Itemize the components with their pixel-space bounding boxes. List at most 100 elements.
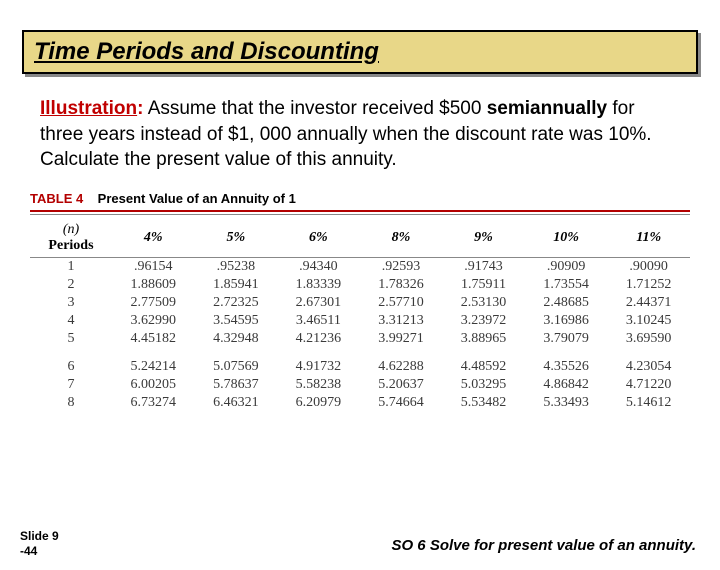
col-6pct: 6%	[277, 221, 360, 258]
table-cell: 1.85941	[195, 276, 278, 294]
table-cell: 3.88965	[442, 330, 525, 348]
col-10pct: 10%	[525, 221, 608, 258]
table-cell: 5.14612	[607, 394, 690, 412]
table-cell: 3.16986	[525, 312, 608, 330]
table-caption: TABLE 4 Present Value of an Annuity of 1	[30, 191, 690, 206]
rule-thin	[30, 214, 690, 215]
caption-title: Present Value of an Annuity of 1	[98, 191, 296, 206]
table-cell: 3.99271	[360, 330, 443, 348]
table-cell: 3.69590	[607, 330, 690, 348]
n-label: (n)	[34, 222, 108, 238]
table-cell: 5.07569	[195, 358, 278, 376]
table-cell: .92593	[360, 257, 443, 276]
table-row: 65.242145.075694.917324.622884.485924.35…	[30, 358, 690, 376]
rule-thick	[30, 210, 690, 212]
title-box: Time Periods and Discounting	[22, 30, 698, 74]
table-cell: 1	[30, 257, 112, 276]
table-cell: 2	[30, 276, 112, 294]
table-cell: 3.62990	[112, 312, 195, 330]
table-cell: 5.74664	[360, 394, 443, 412]
table-cell: .96154	[112, 257, 195, 276]
body-line1: Assume that the investor received $500	[148, 98, 482, 119]
table-cell: 3	[30, 294, 112, 312]
pv-table: (n) Periods 4% 5% 6% 8% 9% 10% 11% 1.961…	[30, 221, 690, 412]
slide-num-line1: Slide 9	[20, 529, 59, 543]
table-cell: 3.31213	[360, 312, 443, 330]
table-row: 32.775092.723252.673012.577102.531302.48…	[30, 294, 690, 312]
periods-header: (n) Periods	[30, 221, 112, 258]
table-cell: 4.23054	[607, 358, 690, 376]
table-cell: 6.00205	[112, 376, 195, 394]
table-row: 54.451824.329484.212363.992713.889653.79…	[30, 330, 690, 348]
table-cell: 4.32948	[195, 330, 278, 348]
table-cell: 3.23972	[442, 312, 525, 330]
table-cell: 4.21236	[277, 330, 360, 348]
table-row: 76.002055.786375.582385.206375.032954.86…	[30, 376, 690, 394]
table-cell: 1.78326	[360, 276, 443, 294]
table-row: 43.629903.545953.465113.312133.239723.16…	[30, 312, 690, 330]
table-cell: 4.86842	[525, 376, 608, 394]
slide-title: Time Periods and Discounting	[34, 38, 686, 66]
table-cell: 4.35526	[525, 358, 608, 376]
table-cell: 1.83339	[277, 276, 360, 294]
table-cell: 4.45182	[112, 330, 195, 348]
periods-label: Periods	[48, 238, 93, 253]
table-cell: 1.73554	[525, 276, 608, 294]
table-cell: 6.73274	[112, 394, 195, 412]
table-cell: 5.24214	[112, 358, 195, 376]
table-cell: 8	[30, 394, 112, 412]
table-cell: 1.71252	[607, 276, 690, 294]
table-cell: .90090	[607, 257, 690, 276]
table-cell: 2.57710	[360, 294, 443, 312]
table-cell: 4	[30, 312, 112, 330]
table-cell: 5.20637	[360, 376, 443, 394]
body-bold: semiannually	[487, 98, 607, 119]
body-paragraph: Illustration: Assume that the investor r…	[40, 96, 680, 173]
col-11pct: 11%	[607, 221, 690, 258]
table-row: 1.96154.95238.94340.92593.91743.90909.90…	[30, 257, 690, 276]
table-cell: 1.75911	[442, 276, 525, 294]
table-cell: 3.54595	[195, 312, 278, 330]
table-cell: 5.03295	[442, 376, 525, 394]
table-cell: 7	[30, 376, 112, 394]
table-cell: 5.53482	[442, 394, 525, 412]
table-cell: 3.46511	[277, 312, 360, 330]
table-row: 86.732746.463216.209795.746645.534825.33…	[30, 394, 690, 412]
table-gap	[30, 348, 690, 358]
col-8pct: 8%	[360, 221, 443, 258]
table-cell: .91743	[442, 257, 525, 276]
header-row: (n) Periods 4% 5% 6% 8% 9% 10% 11%	[30, 221, 690, 258]
slide-number: Slide 9 -44	[20, 529, 59, 558]
table-cell: 2.53130	[442, 294, 525, 312]
col-9pct: 9%	[442, 221, 525, 258]
table-cell: 6.20979	[277, 394, 360, 412]
illustration-colon: :	[137, 98, 143, 119]
table-cell: 4.48592	[442, 358, 525, 376]
table-cell: 2.67301	[277, 294, 360, 312]
table-cell: 2.44371	[607, 294, 690, 312]
table-cell: 5	[30, 330, 112, 348]
table-cell: 6	[30, 358, 112, 376]
pv-table-region: TABLE 4 Present Value of an Annuity of 1…	[30, 191, 690, 412]
table-cell: 6.46321	[195, 394, 278, 412]
table-cell: 4.91732	[277, 358, 360, 376]
table-cell: .90909	[525, 257, 608, 276]
table-cell: 1.88609	[112, 276, 195, 294]
table-cell: .95238	[195, 257, 278, 276]
table-cell: 3.10245	[607, 312, 690, 330]
table-cell: 3.79079	[525, 330, 608, 348]
table-row: 21.886091.859411.833391.783261.759111.73…	[30, 276, 690, 294]
table-cell: 2.72325	[195, 294, 278, 312]
table-cell: 4.71220	[607, 376, 690, 394]
table-cell: .94340	[277, 257, 360, 276]
table-cell: 5.33493	[525, 394, 608, 412]
illustration-label: Illustration	[40, 98, 137, 119]
slide-num-line2: -44	[20, 544, 59, 558]
table-cell: 4.62288	[360, 358, 443, 376]
col-5pct: 5%	[195, 221, 278, 258]
table-cell: 2.48685	[525, 294, 608, 312]
table-cell: 2.77509	[112, 294, 195, 312]
caption-label: TABLE 4	[30, 191, 83, 206]
col-4pct: 4%	[112, 221, 195, 258]
table-cell: 5.58238	[277, 376, 360, 394]
